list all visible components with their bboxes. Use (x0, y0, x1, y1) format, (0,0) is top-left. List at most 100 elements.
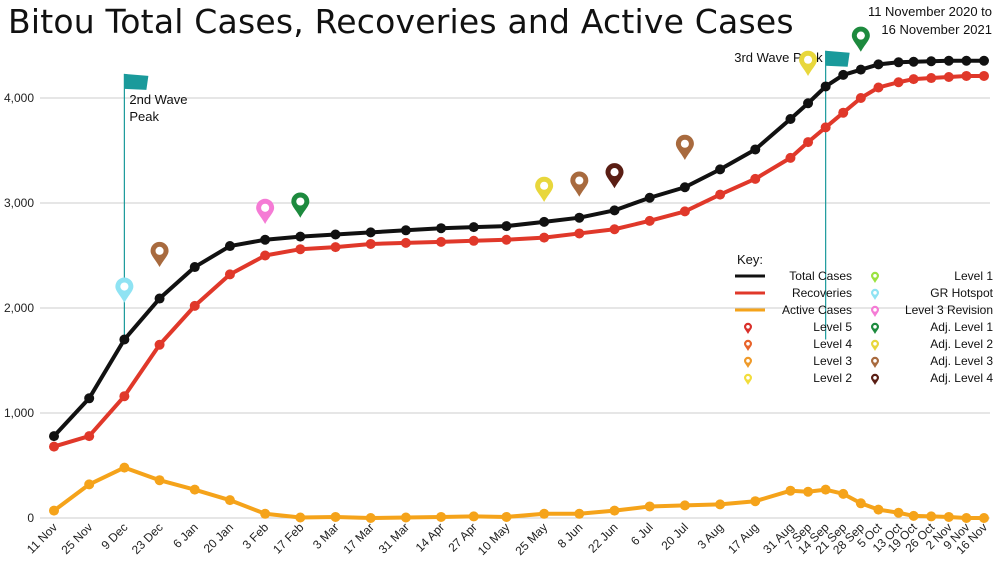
data-point (574, 212, 585, 223)
data-point (750, 144, 761, 155)
x-tick-label: 25 May (513, 520, 551, 558)
data-point (224, 495, 235, 506)
data-point (979, 70, 989, 81)
x-tick-label: 6 Jan (170, 520, 201, 551)
data-point (644, 192, 655, 203)
x-tick-label: 3 Feb (240, 520, 272, 552)
data-point (468, 222, 479, 233)
data-point (644, 501, 655, 512)
data-point (189, 300, 200, 311)
legend-label: Adj. Level 4 (930, 371, 993, 385)
series-line (53, 73, 984, 449)
data-point (715, 189, 726, 200)
data-point (943, 72, 954, 82)
data-point (400, 237, 411, 248)
data-point (893, 77, 904, 88)
data-point (820, 122, 831, 133)
data-point (436, 236, 447, 247)
data-point (820, 484, 831, 495)
legend-label: Adj. Level 1 (930, 320, 993, 334)
data-point (785, 114, 796, 124)
legend-label: GR Hotspot (930, 286, 993, 300)
data-point (803, 486, 814, 497)
data-point (400, 225, 411, 236)
data-point (49, 505, 59, 516)
data-point (365, 227, 376, 238)
data-point (189, 262, 200, 273)
data-point (803, 137, 814, 148)
x-tick-label: 8 Jun (555, 520, 586, 551)
x-tick-label: 17 Mar (341, 520, 377, 556)
data-point (873, 59, 884, 70)
data-point (468, 235, 479, 246)
x-tick-label: 3 Mar (310, 520, 342, 552)
data-point (609, 224, 620, 235)
x-tick-label: 6 Jul (628, 520, 656, 548)
data-point (84, 393, 95, 404)
annotation-text: Peak (129, 109, 159, 124)
x-tick-label: 11 Nov (24, 520, 60, 556)
data-point (803, 98, 814, 109)
data-point (501, 234, 512, 245)
legend-label: Adj. Level 3 (930, 354, 993, 368)
legend-pin-icon (744, 356, 752, 368)
x-tick-label: 20 Jan (201, 520, 236, 555)
x-tick-label: 17 Feb (270, 520, 307, 557)
legend-label: Adj. Level 2 (930, 337, 993, 351)
data-point (961, 70, 972, 81)
data-point (84, 479, 95, 490)
data-point (224, 269, 235, 280)
data-point (979, 513, 989, 523)
map-pin-icon (535, 176, 554, 202)
data-point (908, 56, 919, 67)
data-point (873, 82, 884, 93)
map-pin-icon (799, 50, 818, 76)
map-pin-icon (256, 198, 275, 224)
data-point (855, 498, 866, 509)
data-point (501, 221, 512, 232)
data-point (539, 232, 550, 243)
x-tick-label: 14 Apr (413, 520, 447, 554)
data-point (49, 441, 59, 452)
data-point (365, 513, 376, 523)
legend-pin-icon (871, 271, 879, 283)
data-point (468, 511, 479, 522)
data-point (400, 512, 411, 523)
data-point (820, 81, 831, 92)
data-point (961, 55, 972, 66)
data-point (436, 223, 447, 234)
chart-title: Bitou Total Cases, Recoveries and Active… (8, 2, 794, 41)
data-point (926, 73, 937, 84)
data-point (715, 499, 726, 510)
x-tick-label: 9 Dec (98, 520, 130, 552)
flag-icon (124, 73, 149, 90)
data-point (926, 56, 937, 67)
data-point (943, 511, 954, 522)
legend-label: Level 5 (813, 320, 852, 334)
data-point (119, 334, 130, 345)
data-point (943, 55, 954, 66)
x-tick-label: 3 Aug (695, 520, 727, 552)
data-point (785, 152, 796, 163)
data-point (189, 484, 200, 495)
data-point (436, 511, 447, 522)
data-point (260, 234, 271, 245)
data-point (609, 205, 620, 216)
legend-label: Total Cases (789, 269, 852, 283)
map-pin-icon (851, 26, 870, 52)
annotation-text: 2nd Wave (129, 92, 187, 107)
x-tick-label: 23 Dec (129, 520, 166, 557)
legend-pin-icon (744, 339, 752, 351)
data-point (295, 244, 306, 255)
data-point (961, 513, 972, 523)
x-tick-label: 27 Apr (445, 520, 479, 554)
legend-label: Level 3 (813, 354, 852, 368)
data-point (926, 511, 937, 522)
data-point (750, 173, 761, 184)
x-tick-label: 25 Nov (59, 520, 96, 557)
date-range-line1: 11 November 2020 to (867, 4, 992, 19)
data-point (154, 293, 165, 304)
data-point (750, 496, 761, 507)
data-point (574, 508, 585, 519)
